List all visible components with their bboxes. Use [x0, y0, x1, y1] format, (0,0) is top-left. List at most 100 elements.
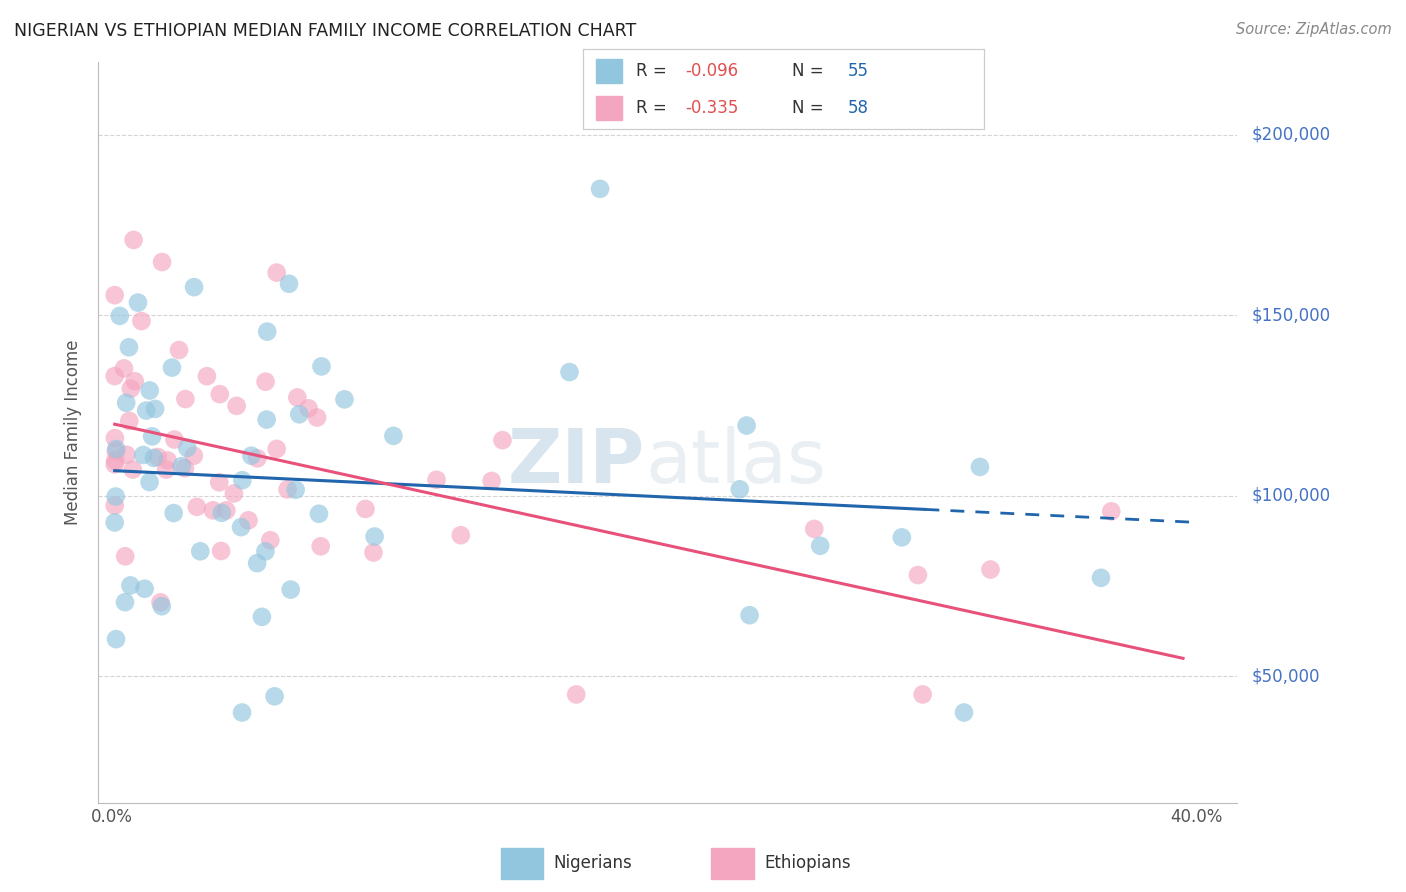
Point [114, 595, 136, 609]
Point [105, 632, 128, 647]
Point [363, 529, 385, 543]
Point [481, 474, 503, 488]
Point [222, 486, 245, 500]
Point [160, 360, 183, 375]
Point [246, 451, 269, 466]
Point [163, 433, 186, 447]
Point [150, 255, 173, 269]
Point [254, 544, 277, 558]
Point [209, 544, 232, 558]
Point [155, 462, 177, 476]
Point [263, 690, 285, 704]
Point [297, 401, 319, 416]
Point [120, 578, 142, 592]
Point [118, 340, 141, 354]
Point [589, 182, 612, 196]
Point [363, 545, 385, 559]
Point [120, 382, 142, 396]
Text: 55: 55 [848, 62, 869, 79]
Point [728, 483, 751, 497]
Point [142, 450, 165, 465]
Point [425, 473, 447, 487]
Point [288, 407, 311, 421]
Point [208, 387, 231, 401]
Point [231, 706, 253, 720]
Point [150, 599, 173, 614]
Text: N =: N = [792, 62, 828, 79]
Y-axis label: Median Family Income: Median Family Income [65, 340, 83, 525]
Point [911, 688, 934, 702]
Point [953, 706, 976, 720]
Point [135, 403, 157, 417]
Point [215, 503, 238, 517]
Point [176, 441, 198, 455]
Point [979, 562, 1001, 576]
Text: atlas: atlas [645, 425, 827, 499]
Point [229, 520, 252, 534]
Point [104, 499, 127, 513]
Point [890, 530, 912, 544]
Text: $150,000: $150,000 [1251, 306, 1330, 325]
Point [104, 288, 127, 302]
Point [808, 539, 831, 553]
Point [735, 418, 758, 433]
Point [146, 450, 169, 464]
Text: $200,000: $200,000 [1251, 126, 1330, 144]
Text: -0.096: -0.096 [686, 62, 738, 79]
Point [1090, 571, 1112, 585]
Point [969, 459, 991, 474]
Point [211, 506, 233, 520]
Point [558, 365, 581, 379]
Point [115, 396, 138, 410]
Point [907, 568, 929, 582]
Point [183, 449, 205, 463]
Point [141, 429, 163, 443]
Point [803, 522, 825, 536]
Point [183, 280, 205, 294]
Point [188, 544, 211, 558]
Text: N =: N = [792, 99, 828, 117]
Text: R =: R = [636, 62, 672, 79]
Point [104, 431, 127, 445]
Text: $100,000: $100,000 [1251, 487, 1330, 505]
Point [138, 384, 160, 398]
Point [309, 539, 332, 553]
Point [202, 503, 225, 517]
Point [104, 490, 127, 504]
Point [149, 595, 172, 609]
Point [162, 506, 184, 520]
Point [240, 449, 263, 463]
Point [333, 392, 356, 407]
Point [285, 391, 308, 405]
Point [259, 533, 281, 548]
Text: NIGERIAN VS ETHIOPIAN MEDIAN FAMILY INCOME CORRELATION CHART: NIGERIAN VS ETHIOPIAN MEDIAN FAMILY INCO… [14, 22, 637, 40]
Point [104, 369, 127, 384]
Point [174, 461, 197, 475]
Point [104, 458, 127, 472]
Point [170, 459, 193, 474]
Point [208, 475, 231, 490]
Point [254, 375, 277, 389]
Point [250, 610, 273, 624]
Point [277, 483, 299, 497]
Point [108, 309, 131, 323]
Point [256, 325, 278, 339]
Point [266, 266, 288, 280]
Point [278, 277, 301, 291]
Point [121, 462, 143, 476]
Point [280, 582, 302, 597]
Point [118, 414, 141, 428]
Point [167, 343, 190, 357]
Point [450, 528, 472, 542]
Point [195, 369, 218, 384]
Point [122, 233, 145, 247]
Text: Ethiopians: Ethiopians [763, 854, 851, 872]
Text: ZIP: ZIP [508, 425, 645, 499]
Point [225, 399, 247, 413]
Text: Nigerians: Nigerians [554, 854, 633, 872]
Text: R =: R = [636, 99, 672, 117]
Point [131, 314, 153, 328]
Point [174, 392, 197, 406]
Point [565, 688, 588, 702]
Point [105, 442, 128, 456]
